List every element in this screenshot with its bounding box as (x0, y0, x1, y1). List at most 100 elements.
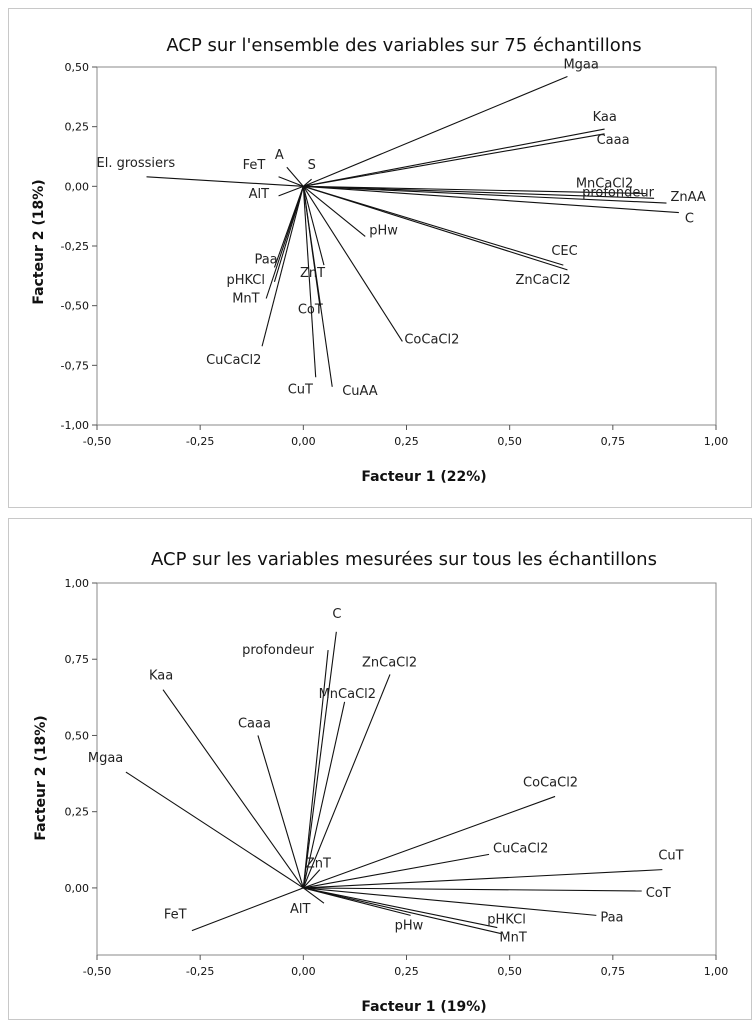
x-tick-label: 0,50 (497, 965, 522, 978)
x-tick-label: 0,75 (601, 965, 626, 978)
variable-vector (302, 186, 317, 378)
variable-vector (278, 176, 304, 187)
variable-label: CoT (646, 886, 671, 901)
variable-label: MnCaCl2 (576, 176, 633, 191)
x-tick-label: 0,25 (394, 965, 419, 978)
variable-vector (303, 869, 663, 889)
x-tick-label: 0,00 (291, 965, 316, 978)
pca-biplot-1: ACP sur l'ensemble des variables sur 75 … (31, 35, 729, 485)
pca-chart-panel-2: ACP sur les variables mesurées sur tous … (8, 518, 752, 1020)
variable-vector (303, 887, 597, 916)
variable-vector (303, 887, 411, 916)
variable-vector (303, 128, 605, 187)
y-tick-label: -1,00 (61, 419, 89, 432)
plot-frame (96, 66, 717, 426)
variable-label: AlT (249, 187, 270, 202)
pca-chart-panel-1: ACP sur l'ensemble des variables sur 75 … (8, 8, 752, 508)
variable-label: MnT (232, 292, 259, 307)
variable-label: El. grossiers (97, 156, 176, 171)
variable-label: ZnAA (670, 190, 705, 205)
y-tick-label: 0,25 (65, 806, 90, 819)
variable-label: MnT (499, 931, 526, 946)
variable-vector (303, 853, 490, 889)
variable-label: S (308, 158, 316, 173)
variable-label: profondeur (582, 185, 655, 200)
variable-vector (303, 795, 556, 889)
x-tick-label: -0,25 (186, 435, 214, 448)
variable-vector (303, 185, 679, 214)
y-tick-label: 1,00 (65, 577, 90, 590)
variable-vector (302, 869, 321, 889)
variable-vector (302, 186, 403, 342)
variable-vector (303, 887, 642, 892)
y-axis-title: Facteur 2 (18%) (31, 179, 47, 304)
variable-label: Mgaa (563, 58, 598, 73)
variable-label: Kaa (149, 669, 173, 684)
variable-label: Mgaa (88, 751, 123, 766)
variable-label: ZnCaCl2 (515, 273, 570, 288)
variable-vector (257, 735, 304, 889)
x-axis-title: Facteur 1 (19%) (361, 999, 486, 1015)
variable-label: FeT (243, 158, 266, 173)
variable-label: Paa (600, 910, 623, 925)
variable-label: CuT (288, 382, 313, 397)
x-tick-label: -0,25 (186, 965, 214, 978)
x-tick-label: -0,50 (83, 435, 111, 448)
variable-vector (303, 887, 325, 904)
y-axis-title: Facteur 2 (18%) (33, 715, 49, 840)
chart-title: ACP sur l'ensemble des variables sur 75 … (166, 35, 641, 56)
variable-label: CoT (298, 303, 323, 318)
y-tick-label: 0,25 (65, 121, 90, 134)
variable-label: profondeur (242, 643, 315, 658)
variable-vector (303, 185, 568, 271)
variable-label: pHw (369, 223, 398, 238)
variable-vector (302, 631, 337, 888)
variable-label: CoCaCl2 (523, 775, 578, 790)
variable-label: Caaa (238, 716, 271, 731)
variable-label: CuAA (342, 384, 378, 399)
variable-label: ZnT (300, 266, 325, 281)
x-tick-label: 0,75 (601, 435, 626, 448)
variable-label: pHw (395, 918, 424, 933)
variable-vector (302, 186, 333, 387)
variable-vector (191, 887, 304, 932)
y-tick-label: -0,75 (61, 359, 89, 372)
x-tick-label: 0,25 (394, 435, 419, 448)
y-tick-label: -0,25 (61, 240, 89, 253)
x-tick-label: 1,00 (704, 435, 729, 448)
variable-vector (302, 701, 346, 889)
variable-label: CuT (658, 849, 683, 864)
y-tick-label: 0,00 (65, 882, 90, 895)
variable-vector (303, 133, 605, 187)
variable-vector (302, 650, 329, 888)
variable-vector (302, 674, 391, 889)
y-tick-label: 0,50 (65, 61, 90, 74)
variable-vector (278, 185, 304, 197)
plot-area: -0,50 -0,25 0,00 0,25 0,50 0,75 1,00 0,50 0,25 0,… (61, 58, 729, 448)
variable-vector (303, 887, 502, 935)
variable-vector (302, 186, 325, 266)
variable-vector (261, 186, 304, 347)
variable-vector (302, 185, 366, 237)
variable-label: Paa (254, 252, 277, 267)
variable-vector (303, 76, 568, 187)
pca-biplot-2: ACP sur les variables mesurées sur tous … (33, 549, 729, 1015)
variable-vector (303, 185, 564, 266)
x-axis-title: Facteur 1 (22%) (361, 469, 486, 485)
x-tick-label: 0,00 (291, 435, 316, 448)
variable-label: Kaa (593, 110, 617, 125)
variable-vector (303, 185, 646, 195)
variable-label: C (332, 607, 341, 622)
variable-label: ZnCaCl2 (362, 655, 417, 670)
variable-vector (303, 185, 667, 204)
variable-vector (302, 178, 312, 187)
variable-label: MnCaCl2 (319, 687, 376, 702)
y-tick-label: 0,75 (65, 653, 90, 666)
variable-vector (286, 166, 304, 187)
variable-vector (125, 771, 304, 889)
y-tick-label: 0,50 (65, 729, 90, 742)
plot-area: -0,50 -0,25 0,00 0,25 0,50 0,75 1,00 1,00 0,75 0,… (65, 577, 729, 978)
variable-label: FeT (164, 908, 187, 923)
variable-label: AlT (290, 902, 311, 917)
variable-vector (146, 176, 304, 187)
